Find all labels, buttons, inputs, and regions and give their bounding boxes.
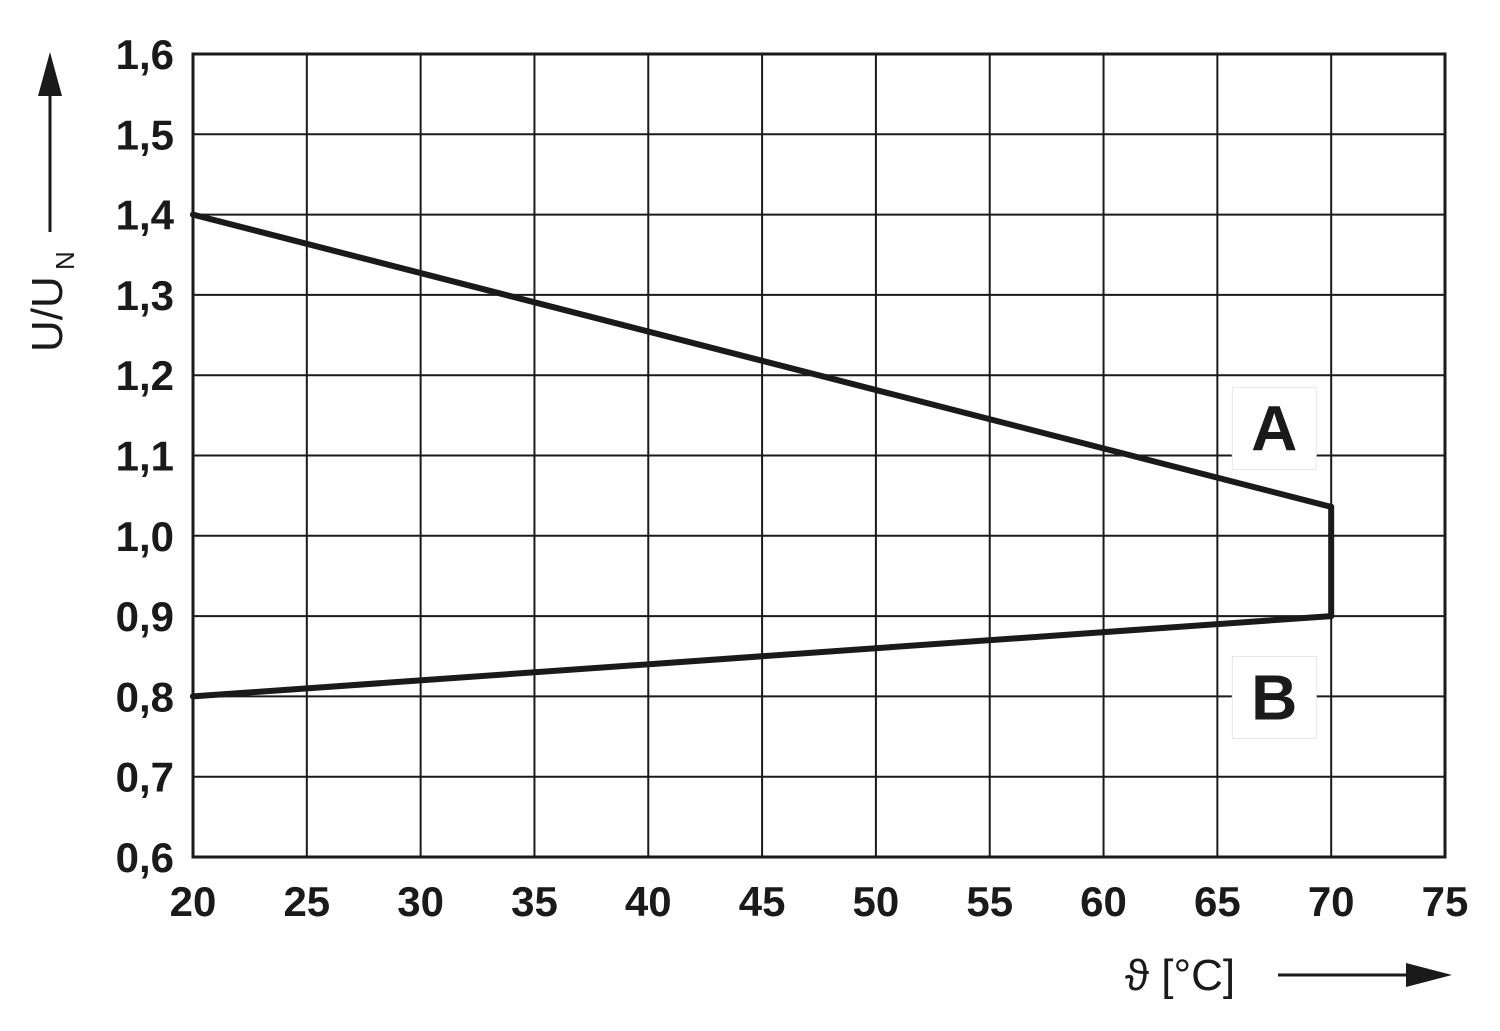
series-line-0 [190, 211, 1335, 700]
annotation-box-A [1231, 386, 1317, 470]
x-tick-label: 65 [1194, 878, 1241, 925]
x-tick-label: 45 [739, 878, 786, 925]
y-tick-label: 0,7 [116, 754, 174, 801]
y-tick-label: 1,5 [116, 111, 174, 158]
x-tick-label: 20 [170, 878, 217, 925]
y-tick-label: 0,9 [116, 593, 174, 640]
x-tick-label: 55 [966, 878, 1013, 925]
y-tick-label: 1,0 [116, 513, 174, 560]
y-axis-label-subscript: N [50, 251, 80, 270]
data-point-3 [190, 693, 196, 700]
x-tick-label: 75 [1422, 878, 1469, 925]
annotation-box-B [1231, 655, 1317, 739]
data-point-1 [1328, 503, 1335, 510]
data-point-2 [1328, 613, 1335, 620]
x-tick-label: 35 [511, 878, 558, 925]
plot-border [191, 52, 1447, 859]
y-tick-label: 1,6 [116, 31, 174, 78]
annotations-layer: AB [1231, 386, 1317, 739]
x-tick-label: 40 [625, 878, 672, 925]
x-tick-label: 25 [283, 878, 330, 925]
series-layer [190, 211, 1335, 700]
y-tick-labels: 0,6 0,7 0,8 0,9 1,0 1,1 1,2 1,3 1,4 1,5 1,6 [116, 31, 175, 881]
y-tick-label: 0,6 [116, 834, 174, 881]
y-axis-label: U/U N [23, 251, 80, 352]
plot-frame [191, 52, 1447, 859]
x-axis-arrow [1278, 963, 1452, 987]
y-tick-label: 1,1 [116, 433, 174, 480]
data-point-0 [190, 211, 196, 218]
annotation-label-A: A [1251, 392, 1297, 464]
y-axis-arrow [38, 52, 62, 232]
y-tick-label: 1,2 [116, 352, 174, 399]
y-tick-label: 1,4 [116, 192, 175, 239]
y-tick-label: 0,8 [116, 673, 174, 720]
x-tick-labels: 20 25 30 35 40 45 50 55 60 65 70 75 [170, 878, 1469, 925]
x-tick-label: 30 [397, 878, 444, 925]
y-axis-label-main: U/U [23, 276, 72, 352]
x-tick-label: 50 [853, 878, 900, 925]
x-tick-label: 60 [1080, 878, 1127, 925]
annotation-label-B: B [1251, 661, 1297, 733]
y-tick-label: 1,3 [116, 272, 174, 319]
x-axis-label: ϑ [°C] [1125, 951, 1235, 1000]
x-tick-label: 70 [1308, 878, 1355, 925]
